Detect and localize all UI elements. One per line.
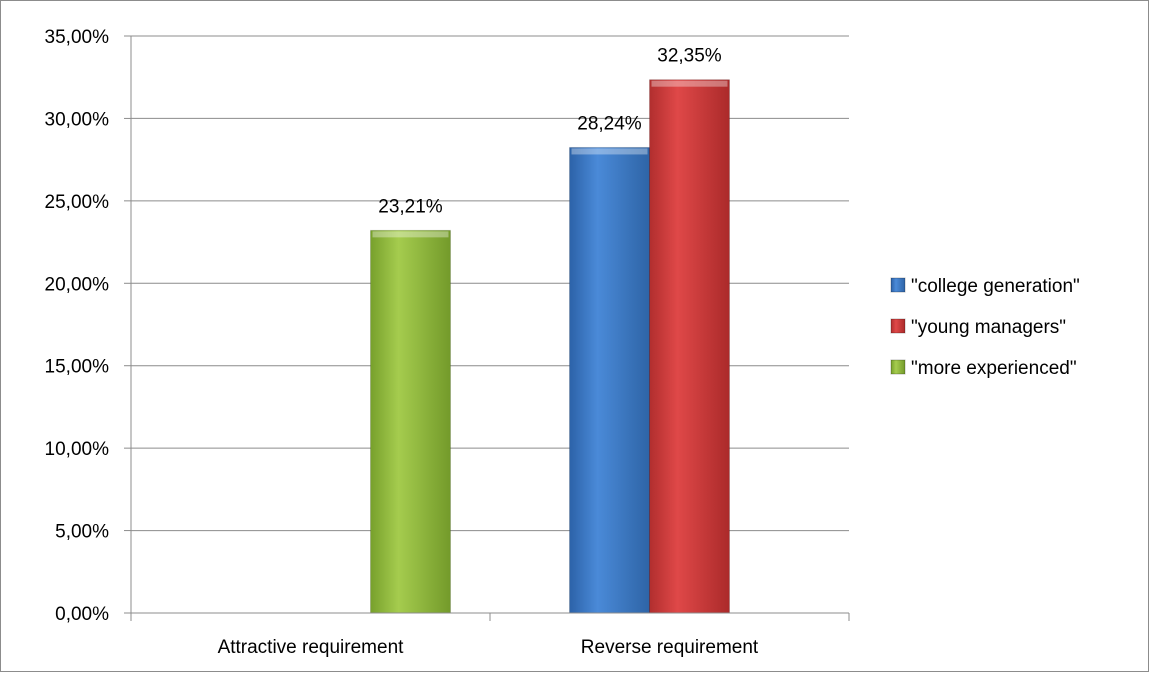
data-label: 23,21% [378,196,443,217]
x-category-label: Reverse requirement [581,637,759,658]
x-category-label: Attractive requirement [218,637,405,658]
y-tick-label: 20,00% [45,274,110,295]
bar [370,229,451,614]
bar [569,146,650,614]
legend-label: "college generation" [911,276,1080,297]
y-tick-label: 30,00% [45,109,110,130]
legend-swatch [890,277,906,293]
data-label: 32,35% [657,46,722,67]
bar-highlight [651,80,728,87]
y-tick-label: 25,00% [45,192,110,213]
y-tick-label: 10,00% [45,439,110,460]
y-tick-label: 15,00% [45,357,110,378]
y-tick-label: 0,00% [55,604,109,625]
legend-swatch [890,359,906,375]
y-tick-label: 35,00% [45,27,110,48]
bar-highlight [571,148,648,155]
bar-highlight [372,231,449,238]
legend-label: "more experienced" [911,358,1077,379]
bar [649,79,730,614]
legend-label: "young managers" [911,317,1066,338]
data-label: 28,24% [577,113,642,134]
legend-swatch [890,318,906,334]
y-tick-label: 5,00% [55,522,109,543]
